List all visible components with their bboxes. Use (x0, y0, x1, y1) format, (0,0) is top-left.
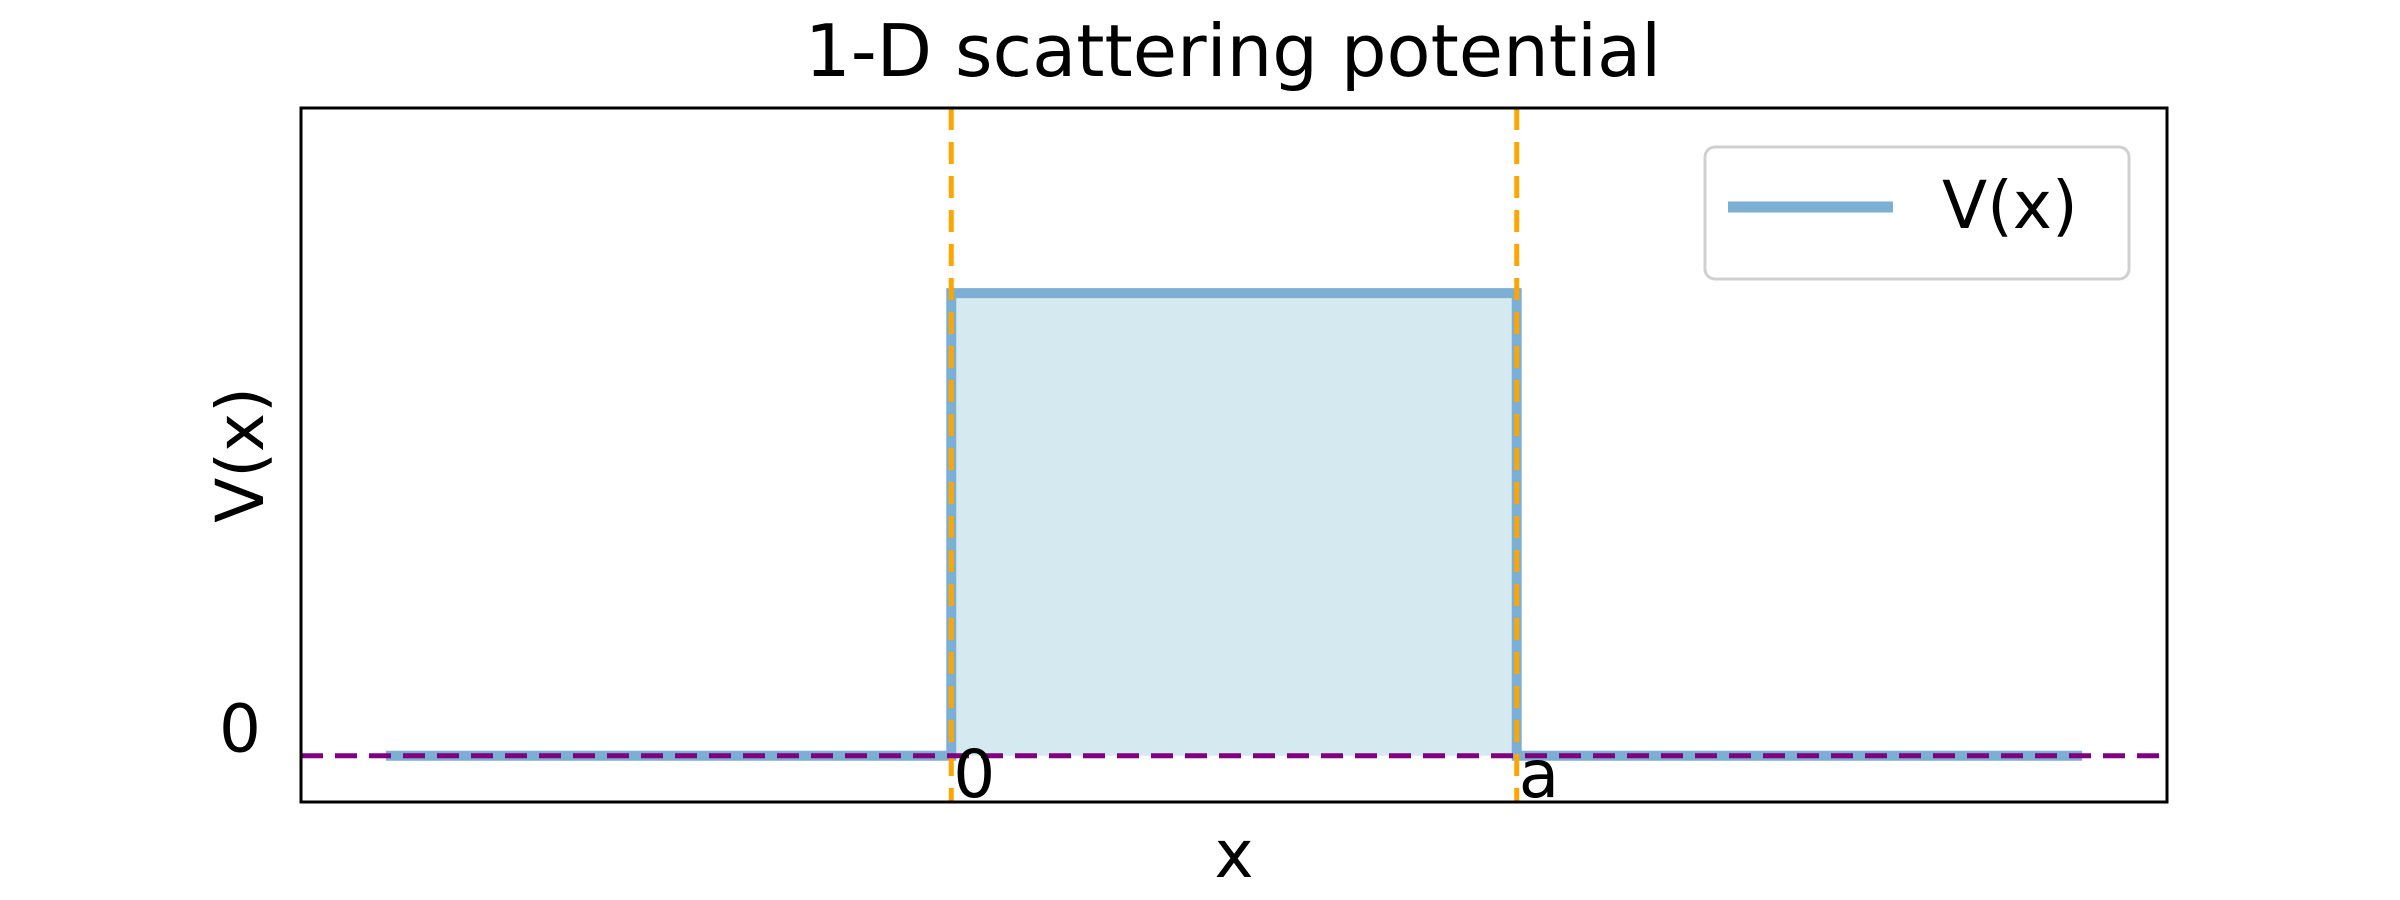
y-tick-label-0: 0 (219, 691, 261, 768)
legend: V(x) (1703, 145, 2131, 281)
x-axis-label: x (1214, 816, 1253, 893)
y-axis-label: V(x) (202, 387, 279, 523)
tick-labels: 0 a 0 (219, 691, 1559, 813)
axes-frame (299, 106, 2169, 804)
legend-box (1703, 145, 2131, 281)
plot-area (301, 108, 2167, 802)
potential-fill (951, 293, 1517, 756)
legend-label-v-x: V(x) (1942, 167, 2078, 244)
x-tick-label-0: 0 (953, 736, 995, 813)
chart-title: 1-D scattering potential (805, 9, 1661, 93)
x-tick-label-1: a (1519, 736, 1559, 813)
